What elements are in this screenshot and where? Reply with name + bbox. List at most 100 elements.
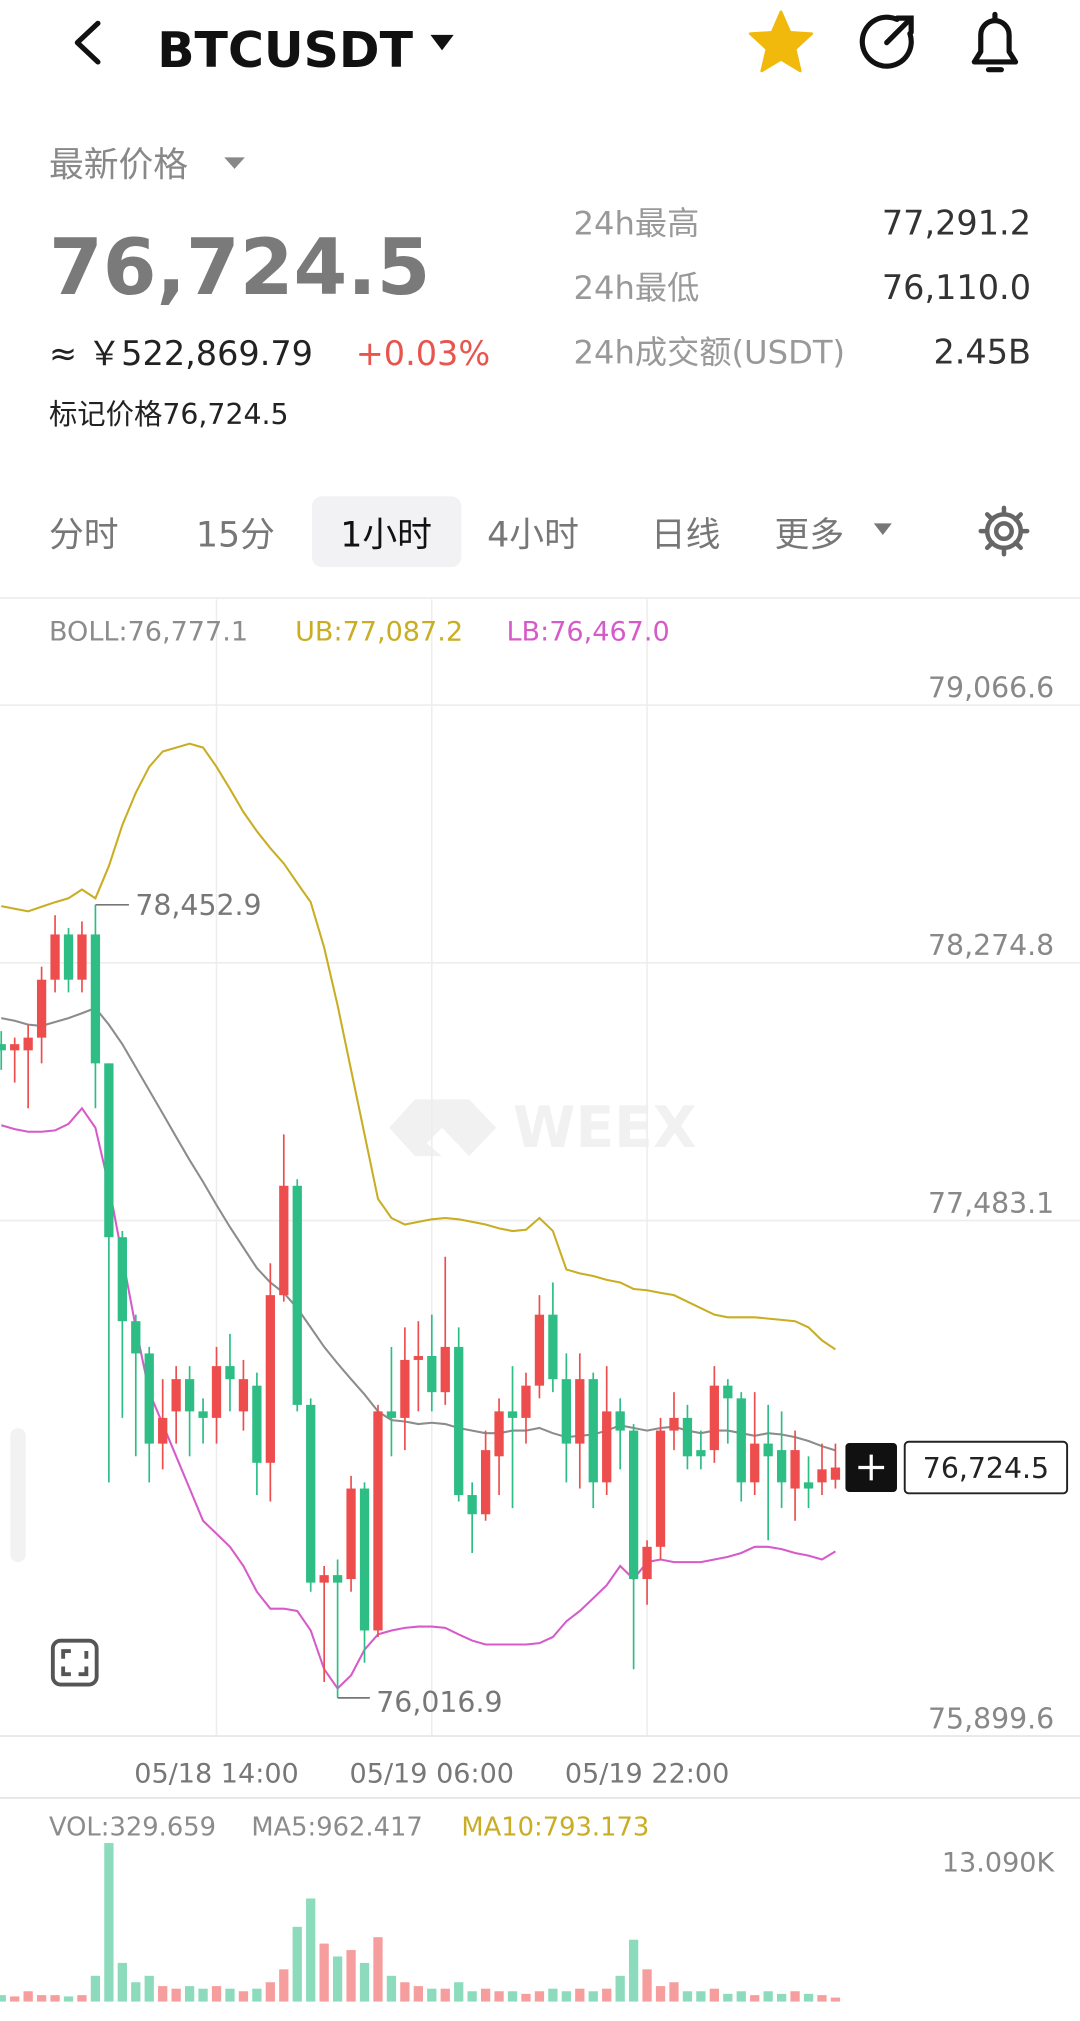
volume-bar: [427, 1988, 437, 2002]
boll-line: [1, 1006, 836, 1452]
volume-bar: [776, 1993, 787, 2002]
fullscreen-button[interactable]: [50, 1638, 99, 1687]
candle-body: [534, 1314, 545, 1386]
volume-bar: [467, 1991, 477, 2002]
y-tick-label: 75,899.6: [928, 1702, 1054, 1735]
volume-bar: [454, 1982, 464, 2002]
x-tick-label: 05/19 22:00: [565, 1758, 730, 1789]
candle-body: [0, 1044, 6, 1051]
symbol-dropdown[interactable]: [430, 34, 454, 51]
candle-body: [198, 1411, 208, 1418]
favorite-star[interactable]: [748, 10, 814, 73]
volume-bar: [23, 1991, 33, 2002]
candle-body: [359, 1488, 370, 1631]
volume-bar: [548, 1988, 558, 2002]
candle-body: [50, 934, 60, 980]
volume-bar: [588, 1991, 598, 2002]
price-type[interactable]: 最新价格: [49, 146, 188, 186]
candle-body: [682, 1417, 693, 1457]
symbol[interactable]: BTCUSDT: [157, 22, 413, 79]
candle-body: [211, 1366, 222, 1418]
volume-bar: [723, 1993, 733, 2002]
candle-body: [184, 1379, 195, 1412]
back-button[interactable]: [74, 20, 101, 65]
legend-entry: BOLL:76,777.1: [49, 617, 248, 648]
interval-tab[interactable]: 4小时: [487, 516, 579, 556]
volume-bar: [655, 1986, 666, 2002]
stat-value: 77,291.2: [882, 204, 1031, 243]
volume-bar: [386, 1975, 397, 2002]
candle-body: [10, 1044, 20, 1051]
candle-body: [171, 1379, 181, 1412]
settings-button[interactable]: [978, 505, 1030, 557]
interval-tab[interactable]: 分时: [49, 516, 119, 556]
candle-body: [77, 934, 87, 980]
candle-body: [90, 934, 101, 1064]
candle-body: [279, 1185, 289, 1296]
interval-tabs: 分时 15分 1小时 4小时 日线 更多: [49, 496, 892, 568]
watermark: WEEX: [389, 1095, 697, 1161]
candle-body: [440, 1346, 450, 1393]
interval-tab[interactable]: 1小时: [340, 516, 432, 556]
volume-bar: [440, 1988, 450, 2002]
volume-bar: [790, 1991, 800, 2002]
volume-bar: [104, 1843, 114, 2002]
candle-body: [561, 1379, 571, 1444]
candle-body: [23, 1037, 33, 1051]
candle-body: [265, 1295, 275, 1463]
candle-body: [494, 1411, 504, 1457]
candle-body: [346, 1488, 356, 1580]
volume-bar: [225, 1988, 235, 2002]
volume-bar: [171, 1988, 181, 2002]
volume-bar: [158, 1986, 168, 2002]
candle-body: [803, 1482, 814, 1489]
candle-body: [306, 1404, 316, 1583]
share-button[interactable]: [859, 14, 914, 69]
high-label: 78,452.9: [135, 889, 261, 922]
order-plus[interactable]: [858, 1454, 885, 1481]
candle-body: [709, 1385, 719, 1451]
candle-body: [588, 1379, 598, 1483]
volume-bar: [709, 1988, 719, 2002]
volume-bar: [292, 1926, 302, 2002]
interval-tab[interactable]: 日线: [651, 516, 721, 556]
legend-entry: LB:76,467.0: [506, 617, 669, 648]
candle-body: [548, 1314, 558, 1380]
volume-bar: [77, 1995, 87, 2002]
volume-bar: [803, 1993, 814, 2002]
last-price-box: [903, 1440, 1069, 1495]
volume-bar: [279, 1969, 289, 2002]
volume-bar: [50, 1995, 60, 2002]
price-chart[interactable]: 79,066.6 78,274.8 77,483.1 75,899.6 05/18 14…: [0, 599, 1080, 1789]
candle-body: [655, 1430, 666, 1547]
candle-body: [252, 1385, 262, 1463]
volume-bar: [736, 1991, 746, 2002]
candle-body: [467, 1495, 477, 1515]
more-dropdown[interactable]: [873, 523, 892, 535]
alert-bell[interactable]: [971, 11, 1019, 73]
interval-tab[interactable]: 更多: [775, 516, 845, 556]
price-type-dropdown[interactable]: [224, 157, 245, 169]
x-tick-label: 05/18 14:00: [134, 1758, 299, 1789]
y-tick-label: 78,274.8: [928, 929, 1054, 962]
candle-body: [602, 1411, 612, 1483]
volume-bar: [373, 1937, 383, 2002]
legend-entry: MA10:793.173: [461, 1812, 649, 1842]
volume-bar: [359, 1962, 370, 2002]
candle-body: [669, 1417, 679, 1431]
volume-bar: [696, 1991, 706, 2002]
last-price: 76,724.5: [49, 223, 431, 313]
candle-body: [413, 1356, 423, 1360]
candle-body: [615, 1411, 625, 1431]
candle-body: [776, 1450, 787, 1483]
candle-body: [480, 1450, 491, 1515]
volume-chart: VOL:329.659 MA5:962.417 MA10:793.173 13.090…: [0, 1812, 1055, 2002]
candle-body: [817, 1469, 827, 1483]
candle-body: [696, 1450, 706, 1457]
interval-tab[interactable]: 15分: [196, 516, 275, 556]
y-tick-label: 77,483.1: [928, 1187, 1054, 1220]
volume-bar: [494, 1991, 504, 2002]
cny-price: ≈ ￥522,869.79: [49, 334, 313, 373]
candle-body: [238, 1379, 249, 1412]
